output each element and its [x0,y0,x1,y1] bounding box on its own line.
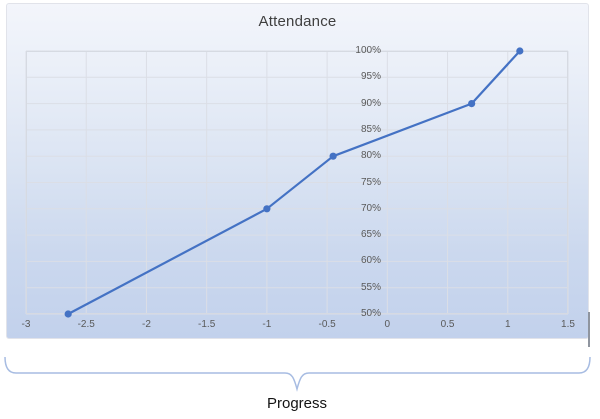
plot-canvas [25,47,569,318]
data-point-marker[interactable] [329,152,337,160]
x-tick-label: 1.5 [561,319,575,330]
y-tick-label: 90% [360,97,381,109]
chart-object[interactable]: Attendance 100% 95% 90% 85% 80% 75% 70% 65% 60% 5… [6,3,589,339]
y-tick-label: 80% [360,150,381,162]
x-tick-label: 1 [504,319,511,330]
x-tick-label: -2.5 [77,319,95,330]
x-tick-label: -1.5 [198,319,216,330]
x-tick-label: -2 [141,319,151,330]
curly-brace-annotation[interactable] [0,350,600,395]
y-tick-label: 70% [360,202,381,214]
y-tick-label: 85% [360,123,381,135]
y-tick-label: 95% [360,71,381,83]
x-tick-label: -3 [21,319,31,330]
y-tick-label: 75% [360,176,381,188]
data-point-marker[interactable] [263,205,271,213]
data-point-marker[interactable] [516,47,524,55]
y-tick-label: 55% [360,281,381,293]
window-edge-artifact [588,312,590,347]
x-tick-label: -1 [262,319,272,330]
plot-border [26,51,568,314]
y-tick-label: 60% [360,255,381,267]
x-tick-label: -0.5 [318,319,336,330]
x-tick-label: 0.5 [440,319,455,330]
curly-brace-icon [4,356,591,392]
x-axis-title: Progress [266,395,328,412]
plot-area [25,47,569,318]
y-tick-label: 65% [360,229,381,241]
data-point-marker[interactable] [64,310,72,318]
y-tick-label: 100% [355,45,381,56]
x-tick-label: 0 [384,319,391,330]
y-tick-label: 50% [360,308,381,319]
data-point-marker[interactable] [468,100,476,108]
chart-title: Attendance [258,13,337,30]
